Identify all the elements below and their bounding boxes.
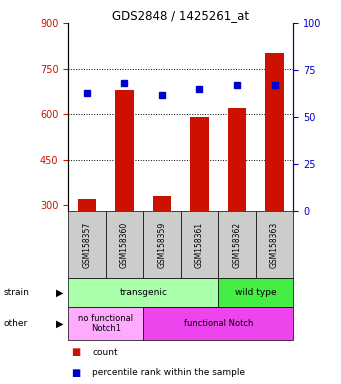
- Bar: [115, 90, 134, 211]
- Text: strain: strain: [3, 288, 29, 297]
- Text: GSM158362: GSM158362: [233, 222, 241, 268]
- Text: GSM158363: GSM158363: [270, 222, 279, 268]
- Bar: [265, 53, 284, 211]
- Title: GDS2848 / 1425261_at: GDS2848 / 1425261_at: [112, 9, 249, 22]
- Text: wild type: wild type: [235, 288, 277, 297]
- Text: GSM158360: GSM158360: [120, 222, 129, 268]
- Text: GSM158361: GSM158361: [195, 222, 204, 268]
- Text: count: count: [92, 348, 118, 357]
- Text: percentile rank within the sample: percentile rank within the sample: [92, 369, 245, 377]
- Bar: [227, 108, 246, 211]
- Text: no functional
Notch1: no functional Notch1: [78, 314, 133, 333]
- Text: GSM158357: GSM158357: [83, 222, 91, 268]
- Text: GSM158359: GSM158359: [158, 222, 166, 268]
- Bar: [152, 196, 171, 211]
- Text: transgenic: transgenic: [119, 288, 167, 297]
- Text: functional Notch: functional Notch: [183, 319, 253, 328]
- Bar: [190, 117, 209, 211]
- Text: ■: ■: [72, 347, 81, 357]
- Text: ■: ■: [72, 368, 81, 378]
- Text: ▶: ▶: [56, 288, 63, 298]
- Text: ▶: ▶: [56, 318, 63, 329]
- Text: other: other: [3, 319, 28, 328]
- Bar: [78, 199, 96, 211]
